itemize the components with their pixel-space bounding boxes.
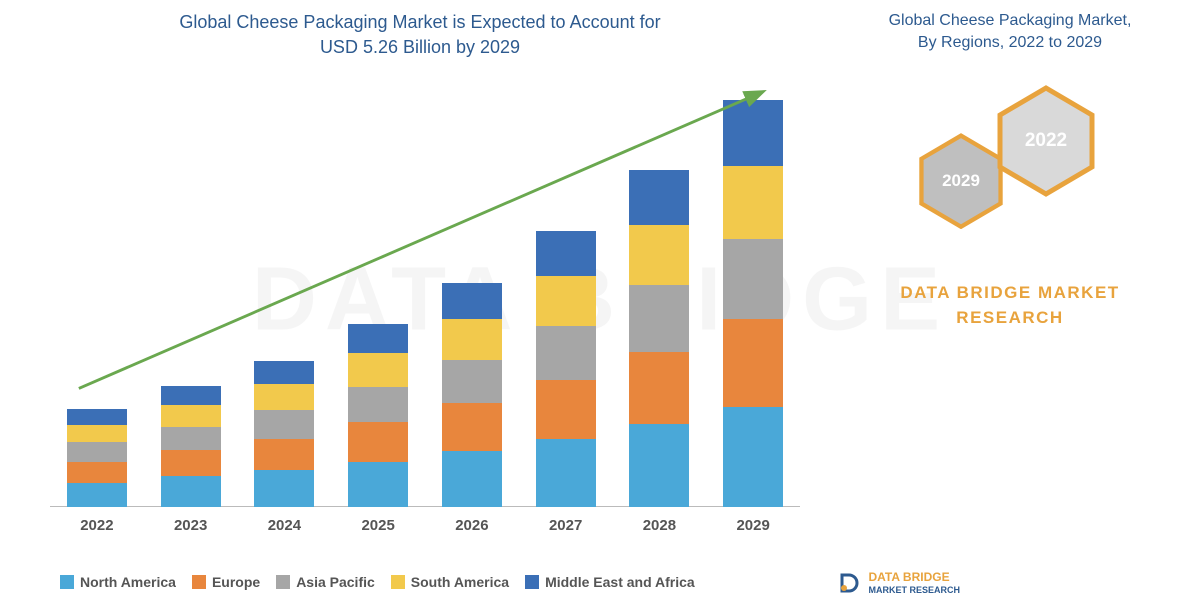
chart-area: Global Cheese Packaging Market is Expect… [0,0,830,600]
bar-segment [536,231,596,276]
x-axis-label: 2023 [161,517,221,534]
legend-item: Asia Pacific [276,574,375,590]
bar-segment [348,353,408,386]
hexagon-2022: 2022 [996,85,1096,197]
bar-stack [161,386,221,507]
bar-segment [254,439,314,470]
bar-segment [723,100,783,166]
footer-text-top: DATA BRIDGE [868,570,949,584]
bar-segment [629,352,689,424]
legend-label: South America [411,574,509,590]
legend-label: North America [80,574,176,590]
bar-segment [442,403,502,451]
legend-item: South America [391,574,509,590]
x-axis-label: 2024 [254,517,314,534]
bar-segment [723,407,783,507]
x-axis-labels: 2022 2023 2024 2025 2026 2027 2028 2029 [50,517,800,534]
x-axis-label: 2027 [536,517,596,534]
bar-segment [442,451,502,507]
bar-segment [536,276,596,326]
bar-segment [254,410,314,439]
legend-label: Middle East and Africa [545,574,695,590]
legend-swatch [60,575,74,589]
bar-stack [536,231,596,508]
bar-segment [536,326,596,380]
bar-segment [67,442,127,461]
bar-segment [67,409,127,425]
bar-segment [161,405,221,427]
right-title: Global Cheese Packaging Market, By Regio… [889,10,1132,55]
bar-segment [442,319,502,359]
right-title-line1: Global Cheese Packaging Market, [889,12,1132,29]
bar-stack [254,361,314,508]
bar-segment [161,386,221,405]
bar-stack [629,170,689,507]
footer-logo: DATA BRIDGE MARKET RESEARCH [838,571,960,595]
bar-segment [67,425,127,442]
bar-segment [629,170,689,225]
bar-segment [161,450,221,476]
bar-segment [67,462,127,483]
legend-swatch [192,575,206,589]
legend-swatch [391,575,405,589]
right-panel: Global Cheese Packaging Market, By Regio… [830,0,1200,600]
brand-text: DATA BRIDGE MARKET RESEARCH [900,280,1119,331]
footer-logo-text: DATA BRIDGE MARKET RESEARCH [868,571,960,595]
bar-segment [161,476,221,507]
legend-swatch [525,575,539,589]
legend-item: Middle East and Africa [525,574,695,590]
x-axis-label: 2022 [67,517,127,534]
legend-label: Europe [212,574,260,590]
hex-label-2029: 2029 [942,171,980,191]
legend: North America Europe Asia Pacific South Ame… [30,572,810,600]
bar-segment [629,225,689,285]
bars-container [50,75,800,507]
bar-segment [348,324,408,354]
bar-segment [348,422,408,461]
chart-title-line2: USD 5.26 Billion by 2029 [320,37,520,57]
footer-text-bottom: MARKET RESEARCH [868,585,960,595]
x-axis-label: 2026 [442,517,502,534]
x-axis-label: 2029 [723,517,783,534]
x-axis-label: 2025 [348,517,408,534]
bar-segment [67,483,127,507]
hex-label-2022: 2022 [1025,130,1067,152]
bar-segment [723,319,783,406]
legend-swatch [276,575,290,589]
bar-segment [629,285,689,351]
bar-segment [161,427,221,451]
bar-segment [348,387,408,423]
bar-segment [723,166,783,239]
plot-region: 2022 2023 2024 2025 2026 2027 2028 2029 [30,75,810,572]
bar-stack [348,324,408,507]
bar-segment [254,361,314,385]
legend-item: North America [60,574,176,590]
legend-label: Asia Pacific [296,574,375,590]
bar-segment [442,360,502,404]
bar-segment [536,439,596,507]
bar-segment [442,283,502,320]
main-container: Global Cheese Packaging Market is Expect… [0,0,1200,600]
bar-stack [723,100,783,507]
bar-segment [254,384,314,410]
chart-title-line1: Global Cheese Packaging Market is Expect… [179,12,660,32]
bar-segment [723,239,783,319]
hexagon-group: 2029 2022 [900,75,1120,255]
x-axis-label: 2028 [629,517,689,534]
hexagon-2029: 2029 [918,133,1004,229]
legend-item: Europe [192,574,260,590]
bar-segment [254,470,314,507]
bar-stack [442,283,502,507]
brand-line1: DATA BRIDGE MARKET [900,283,1119,302]
bar-segment [348,462,408,507]
right-title-line2: By Regions, 2022 to 2029 [918,34,1102,51]
footer-logo-icon [838,571,862,595]
bar-segment [536,380,596,439]
bar-segment [629,424,689,507]
brand-line2: RESEARCH [956,308,1063,327]
bar-stack [67,409,127,507]
chart-title: Global Cheese Packaging Market is Expect… [30,10,810,60]
